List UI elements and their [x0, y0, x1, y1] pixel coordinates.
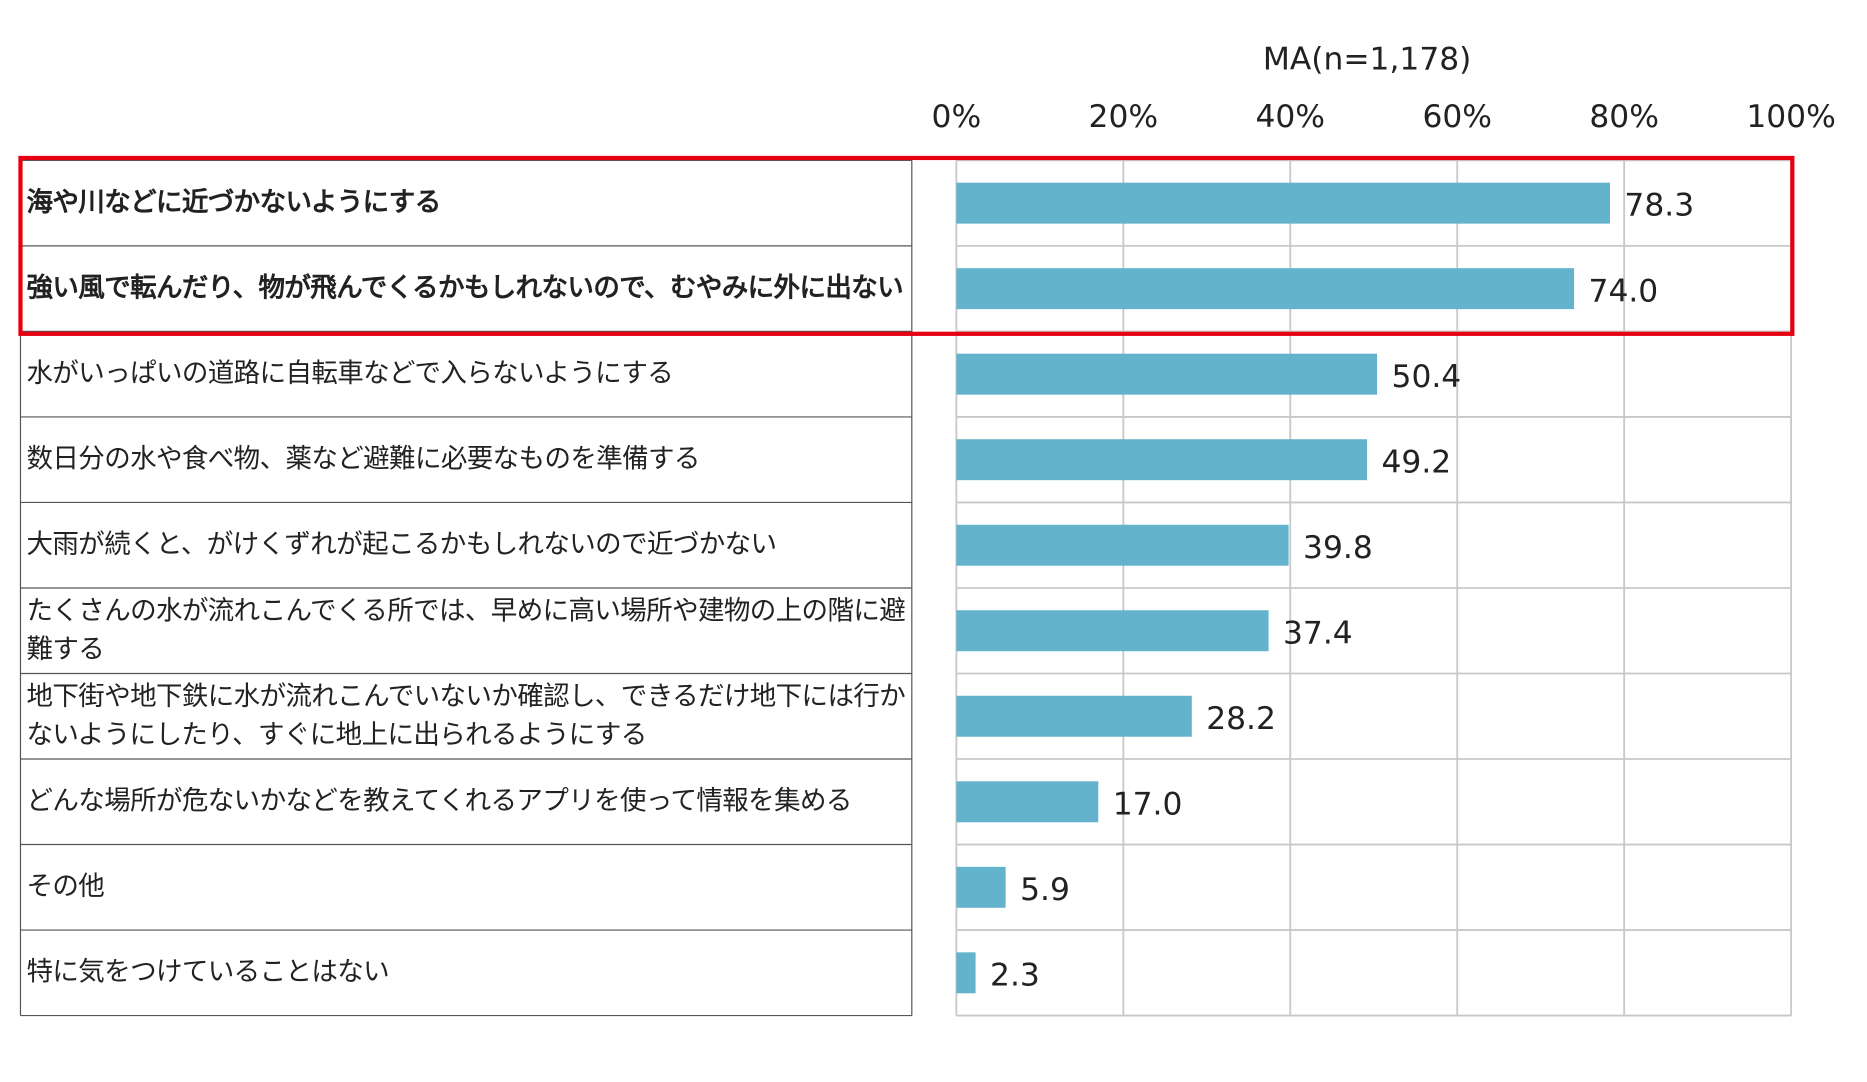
bar	[956, 695, 1192, 737]
category-cell: 特に気をつけていることはない	[26, 957, 390, 988]
category-label: 大雨が続くと、がけくずれが起こるかもしれないので近づかない	[26, 529, 777, 560]
value-label: 28.2	[1206, 701, 1276, 737]
value-label: 78.3	[1624, 188, 1694, 224]
bar	[956, 353, 1378, 395]
category-label: たくさんの水が流れこんでくる所では、早めに高い場所や建物の上の階に避難する	[26, 595, 906, 665]
category-label: 海や川などに近づかないようにする	[26, 187, 441, 218]
category-label: 強い風で転んだり、物が飛んでくるかもしれないので、むやみに外に出ない	[26, 272, 904, 304]
category-cell: 強い風で転んだり、物が飛んでくるかもしれないので、むやみに外に出ない	[26, 272, 904, 304]
value-label: 39.8	[1303, 530, 1373, 566]
category-cell: 数日分の水や食べ物、薬など避難に必要なものを準備する	[26, 444, 700, 475]
category-label: 水がいっぱいの道路に自転車などで入らないようにする	[26, 358, 674, 389]
x-tick-label: 20%	[1089, 99, 1159, 135]
category-label: 数日分の水や食べ物、薬など避難に必要なものを準備する	[26, 444, 700, 475]
bar	[956, 268, 1575, 310]
bar	[956, 952, 976, 994]
category-cell: どんな場所が危ないかなどを教えてくれるアプリを使って情報を集める	[26, 786, 852, 817]
value-label: 50.4	[1392, 359, 1462, 395]
x-tick-label: 0%	[932, 99, 982, 135]
value-label: 5.9	[1020, 872, 1070, 908]
value-label: 74.0	[1589, 273, 1659, 309]
category-label: 特に気をつけていることはない	[26, 957, 390, 988]
x-tick-label: 40%	[1255, 99, 1325, 135]
category-label: 地下街や地下鉄に水が流れこんでいないか確認し、できるだけ地下には行かないようにし…	[26, 681, 906, 750]
value-label: 17.0	[1113, 786, 1183, 822]
bar	[956, 524, 1289, 566]
x-tick-label: 60%	[1422, 99, 1492, 135]
value-label: 37.4	[1283, 615, 1353, 651]
category-label: どんな場所が危ないかなどを教えてくれるアプリを使って情報を集める	[26, 786, 852, 817]
x-tick-label: 80%	[1589, 99, 1659, 135]
category-label: その他	[26, 871, 105, 902]
category-cell: たくさんの水が流れこんでくる所では、早めに高い場所や建物の上の階に避難する	[26, 595, 906, 665]
bar	[956, 781, 1099, 823]
category-cell: 大雨が続くと、がけくずれが起こるかもしれないので近づかない	[26, 529, 777, 560]
highlight-box	[18, 155, 1795, 336]
chart-title: MA(n=1,178)	[1263, 41, 1472, 77]
bar	[956, 610, 1269, 652]
category-cell: 水がいっぱいの道路に自転車などで入らないようにする	[26, 358, 674, 389]
bar	[956, 439, 1368, 481]
category-cell: 地下街や地下鉄に水が流れこんでいないか確認し、できるだけ地下には行かないようにし…	[26, 681, 906, 750]
x-tick-label: 100%	[1746, 99, 1835, 135]
bar	[956, 866, 1006, 908]
value-label: 2.3	[990, 957, 1040, 993]
bar	[956, 182, 1610, 224]
category-cell: 海や川などに近づかないようにする	[26, 187, 441, 218]
category-cell: その他	[26, 871, 105, 902]
value-label: 49.2	[1382, 444, 1452, 480]
